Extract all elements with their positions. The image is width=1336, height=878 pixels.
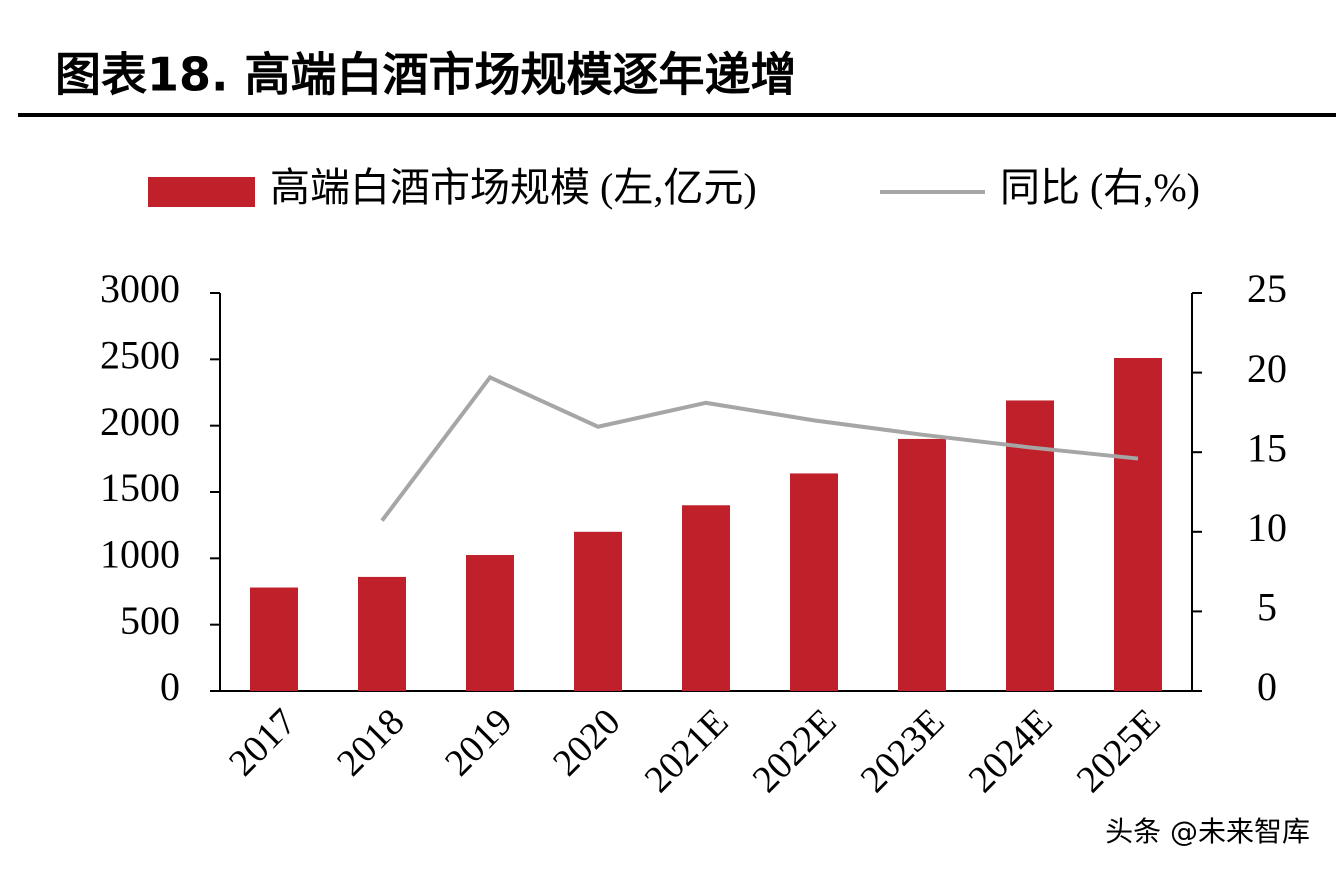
y-tick-label: 2000 [100, 399, 180, 444]
y2-tick-label: 0 [1257, 664, 1277, 709]
bar [466, 555, 514, 691]
y2-tick-label: 10 [1247, 505, 1287, 550]
y-tick-label: 500 [120, 598, 180, 643]
x-tick-label: 2020 [545, 701, 628, 784]
bar [358, 576, 406, 691]
y2-tick-label: 25 [1247, 266, 1287, 311]
bar [1114, 358, 1162, 691]
bar [898, 438, 946, 691]
watermark: 头条 @未来智库 [1105, 815, 1310, 848]
y2-tick-label: 5 [1257, 585, 1277, 630]
x-tick-label: 2023E [853, 701, 953, 801]
x-tick-label: 2019 [437, 701, 520, 784]
legend-swatch [148, 177, 255, 207]
x-tick-label: 2024E [961, 701, 1061, 801]
x-tick-label: 2022E [745, 701, 845, 801]
bar [250, 587, 298, 691]
legend-label: 同比 (右,%) [1000, 165, 1200, 210]
y2-tick-label: 20 [1247, 346, 1287, 391]
legend-label: 高端白酒市场规模 (左,亿元) [270, 165, 757, 210]
chart-title: 图表18. 高端白酒市场规模逐年递增 [55, 48, 797, 102]
bar [682, 505, 730, 691]
y-tick-label: 3000 [100, 266, 180, 311]
y-tick-label: 1500 [100, 465, 180, 510]
x-tick-label: 2021E [637, 701, 737, 801]
x-tick-label: 2017 [221, 701, 304, 784]
y2-tick-label: 15 [1247, 425, 1287, 470]
x-tick-label: 2018 [329, 701, 412, 784]
bar [574, 531, 622, 691]
y-tick-label: 0 [160, 664, 180, 709]
bar [790, 473, 838, 691]
x-tick-label: 2025E [1069, 701, 1169, 801]
y-tick-label: 2500 [100, 333, 180, 378]
line [380, 374, 1139, 522]
y-tick-label: 1000 [100, 532, 180, 577]
